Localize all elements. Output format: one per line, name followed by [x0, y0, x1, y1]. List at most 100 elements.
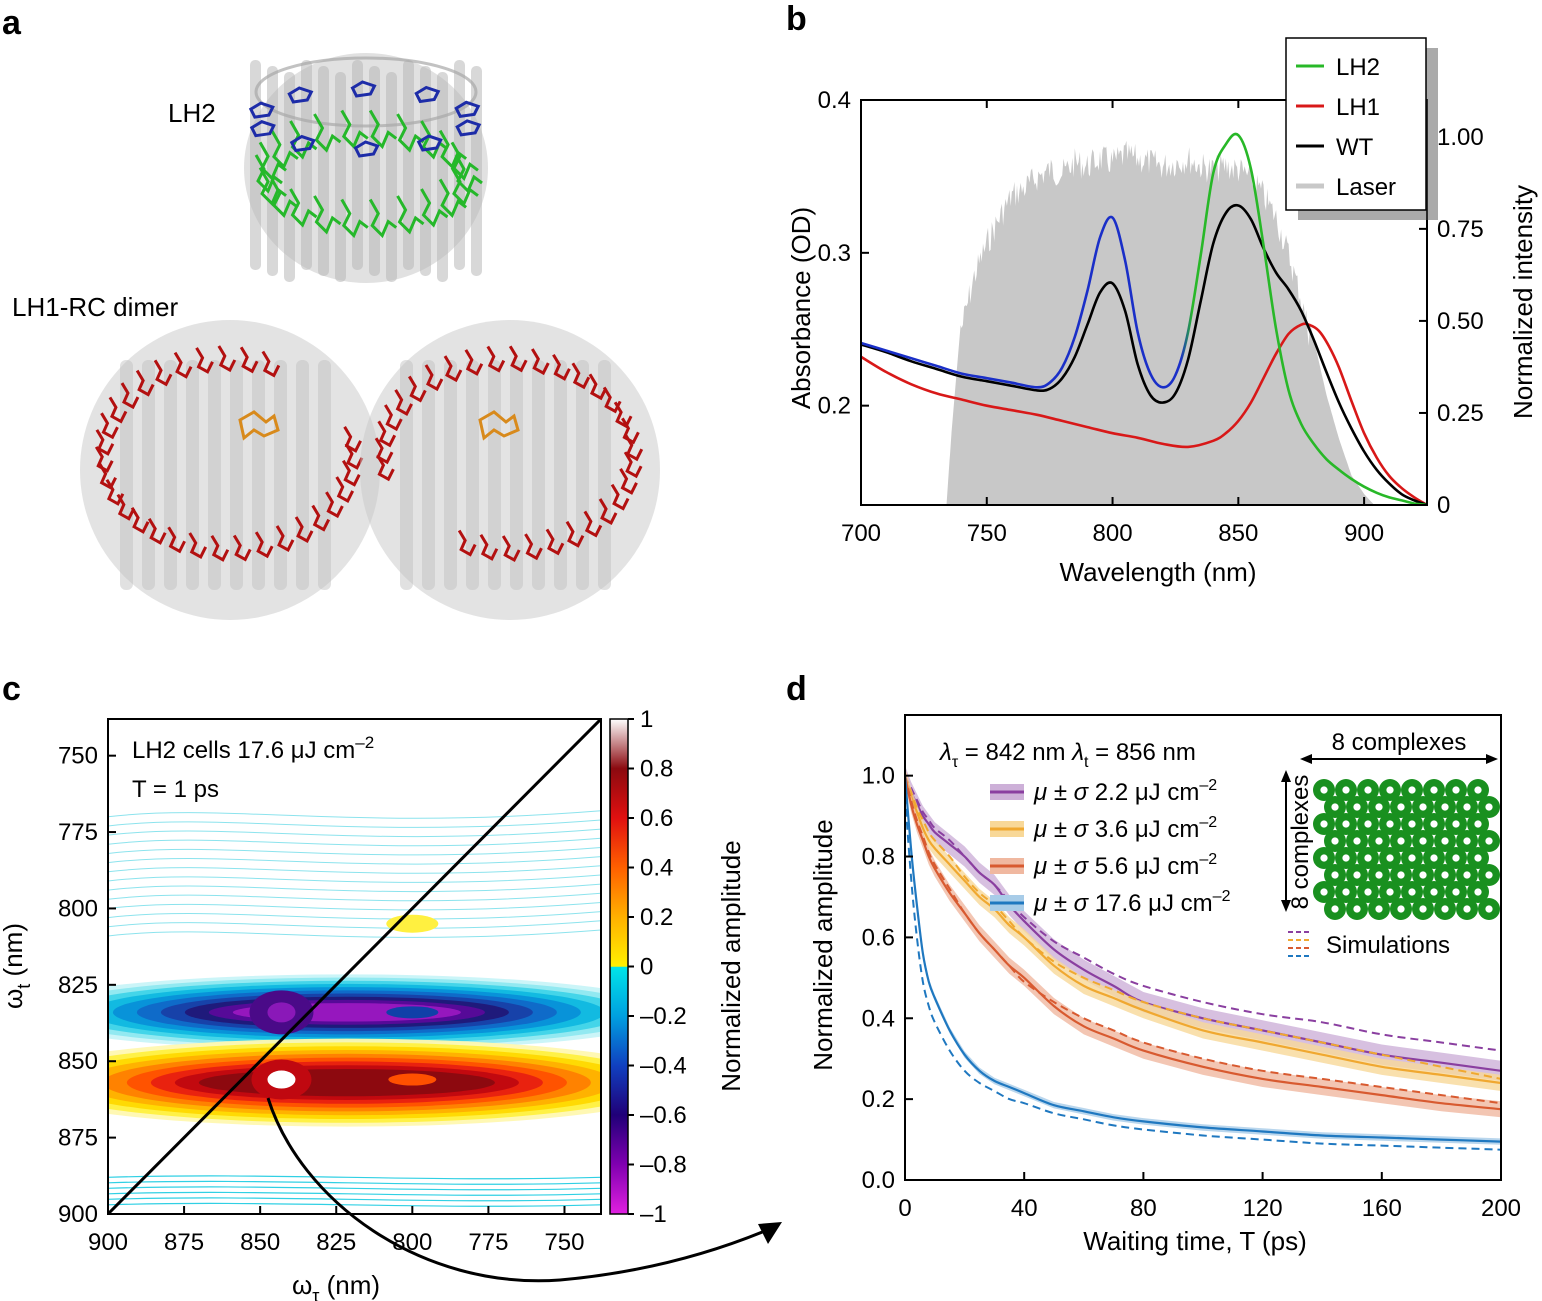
- lh1-helix: [208, 360, 221, 590]
- panel-c-x-ticks: 900 875 850 825 800 775 750: [88, 1206, 585, 1256]
- lh2-helix: [318, 66, 329, 276]
- contour-line-negative: [108, 828, 601, 838]
- lh1-bchl-pigment: [613, 401, 633, 429]
- contour-line-negative: [108, 837, 601, 847]
- lattice-complex-icon: [1467, 779, 1489, 801]
- lattice-complex-icon: [1390, 830, 1412, 852]
- series-4: [905, 772, 1501, 1151]
- wt-absorbance-line: [861, 203, 1427, 505]
- legend-label: μ ± σ 2.2 μJ cm–2: [1033, 777, 1217, 806]
- colorbar-tick-label: –0.2: [640, 1003, 687, 1030]
- panel-b-plot-frame: [860, 99, 1428, 506]
- lh1-bchl-pigment: [508, 345, 528, 373]
- y-right-tick-label: 1.00: [1437, 124, 1484, 151]
- lh2-b850-pigment: [420, 120, 449, 160]
- panel-label-d: d: [786, 670, 807, 708]
- series-2: [905, 767, 1501, 1091]
- lattice-complex-icon: [1478, 864, 1500, 886]
- lh1-bchl-pigment: [232, 534, 252, 562]
- lattice-complex-icon: [1346, 796, 1368, 818]
- lattice-complex-icon: [1379, 881, 1401, 903]
- panel-b-left-y-ticks: 0.2 0.3 0.4: [818, 87, 869, 420]
- lattice-complex-icon: [1401, 881, 1423, 903]
- contour-line-negative: [108, 856, 601, 865]
- lh1-protein-body: [80, 320, 380, 620]
- lh2-b850-pigment: [340, 198, 369, 239]
- contour-line-negative: [108, 901, 601, 911]
- contour-peak-negative-secondary: [386, 1006, 439, 1019]
- lh2-b850-pigment: [340, 109, 369, 150]
- lh1-bchl-pigment: [377, 420, 397, 448]
- lh1-bchl-pigment: [344, 443, 364, 470]
- contour-line-negative: [108, 874, 601, 883]
- laser-spectrum-area: [946, 140, 1375, 505]
- lh1-bchl-pigment: [195, 347, 214, 374]
- rc-cofactor: [238, 410, 280, 441]
- lh2-b850-pigment: [396, 195, 425, 235]
- y-right-tick-label: 0.25: [1437, 400, 1484, 427]
- lattice-complex-icon: [1357, 813, 1379, 835]
- lattice-complex-icon: [1346, 898, 1368, 920]
- x-tick-label: 750: [544, 1229, 584, 1256]
- lattice-complex-icon: [1335, 881, 1357, 903]
- panel-c-x-axis-label: ωτ (nm): [292, 1270, 380, 1301]
- y-tick-label: 900: [58, 1201, 98, 1228]
- lh2-b800-pigment: [249, 120, 276, 138]
- lattice-complex-icon: [1346, 864, 1368, 886]
- lh1-bchl-pigment: [486, 345, 506, 373]
- lh1-bchl-pigment: [254, 531, 274, 559]
- y-tick-label: 1.0: [862, 763, 895, 790]
- lattice-complex-icon: [1324, 898, 1346, 920]
- series-simulation-line: [905, 795, 1501, 1151]
- lh2-b850-pigment: [438, 178, 468, 218]
- lh2-b850-pigment: [396, 113, 425, 153]
- lh1-bchl-pigment: [261, 350, 281, 378]
- y-tick-label: 875: [58, 1125, 98, 1152]
- lh1-bchl-pigment: [598, 498, 618, 526]
- contour-peak-positive-core: [267, 1070, 296, 1089]
- x-tick-label: 850: [1218, 520, 1258, 547]
- lattice-complex-icon: [1357, 881, 1379, 903]
- legend-label-lh2: LH2: [1336, 54, 1380, 81]
- lh1-helix: [444, 360, 457, 590]
- lh1-bchl-pigment: [374, 437, 394, 465]
- lh1-bchl-pigment: [443, 355, 463, 383]
- lattice-complex-icon: [1313, 779, 1335, 801]
- simulations-label: Simulations: [1326, 932, 1450, 959]
- lh1-rc-dimer-image: [80, 320, 660, 620]
- lh1-bchl-pigment: [479, 533, 499, 561]
- lattice-complex-icon: [1390, 796, 1412, 818]
- panel-c-colorbar-ticks: 1 0.8 0.6 0.4 0.2 0 –0.2 –0.4 –0.6 –0.8 –1: [628, 706, 687, 1228]
- y-tick-label: 0.4: [818, 87, 851, 114]
- y-right-tick-label: 0.50: [1437, 308, 1484, 335]
- contour-line-negative: [108, 911, 601, 920]
- lh1-bchl-pigment: [545, 528, 565, 556]
- contour-line-bottom: [108, 1180, 601, 1185]
- panel-c-y-axis-label: ωt (nm): [0, 923, 34, 1009]
- lh1-structure-label: LH1-RC dimer: [12, 292, 178, 322]
- lattice-complex-icon: [1412, 898, 1434, 920]
- lattice-complex-icon: [1412, 864, 1434, 886]
- lh1-bchl-pigment: [147, 517, 167, 545]
- contour-line-negative: [108, 865, 601, 874]
- series-simulation-line: [905, 775, 1501, 1105]
- colorbar-tick-label: 0.6: [640, 805, 673, 832]
- lh2-b850-pigment: [270, 129, 299, 170]
- lh1-bchl-pigment: [464, 349, 484, 376]
- lh1-protein-body: [360, 320, 660, 620]
- y-tick-label: 0.3: [818, 240, 851, 267]
- contour-line-bottom: [108, 1197, 601, 1202]
- lh2-helix: [335, 72, 346, 282]
- x-tick-label: 800: [1093, 520, 1133, 547]
- lh2-b850-pigment: [454, 154, 483, 194]
- series-mean-line: [905, 775, 1501, 1143]
- legend-label-lh1: LH1: [1336, 94, 1380, 121]
- lattice-complex-icon: [1379, 813, 1401, 835]
- lh1-helix: [532, 360, 545, 590]
- legend-label: μ ± σ 17.6 μJ cm–2: [1033, 888, 1231, 917]
- lh1-bchl-pigment: [217, 345, 237, 373]
- lh1-helix: [400, 360, 413, 590]
- panel-b-right-y-axis-label: Normalized intensity: [1508, 185, 1538, 419]
- lh1-helix: [488, 360, 501, 590]
- lattice-complex-icon: [1445, 779, 1467, 801]
